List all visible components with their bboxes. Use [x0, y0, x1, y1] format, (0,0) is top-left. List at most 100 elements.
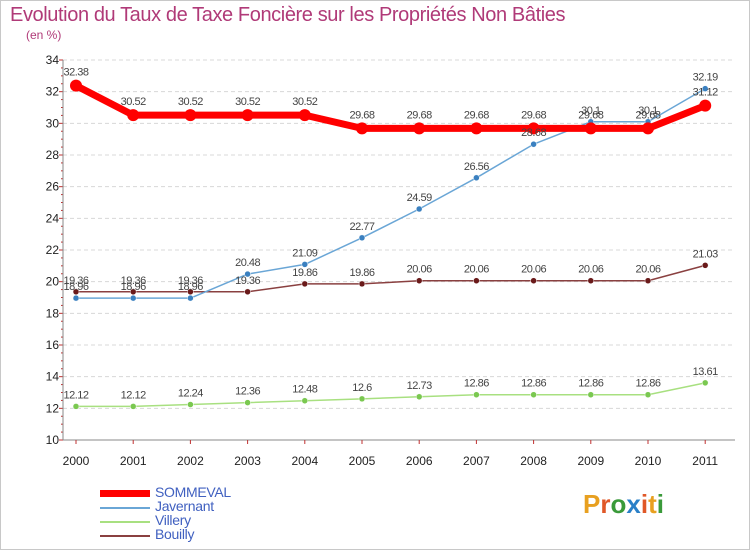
x-tick-label: 2011	[692, 454, 718, 468]
data-label-bouilly: 19.86	[349, 267, 374, 279]
data-label-villery: 12.73	[407, 380, 432, 392]
data-label-bouilly: 19.36	[178, 275, 203, 287]
logo-letter: x	[626, 489, 641, 519]
data-point-bouilly	[530, 277, 537, 284]
y-tick-label: 28	[46, 148, 60, 162]
data-label-sommeval: 29.68	[464, 109, 489, 121]
data-point-sommeval	[699, 99, 712, 112]
data-label-javernant: 20.48	[235, 257, 260, 269]
data-label-bouilly: 19.36	[63, 275, 88, 287]
data-point-sommeval	[241, 109, 254, 122]
proxiti-logo: Proxiti	[583, 489, 664, 520]
y-tick-label: 12	[46, 401, 60, 415]
data-point-villery	[187, 401, 194, 408]
data-point-sommeval	[127, 109, 140, 122]
data-label-villery: 12.24	[178, 388, 203, 400]
axes: 10 12 14 16 18 20 22 24 26 28 30 32 34 2000 2001 2002 20…	[46, 53, 735, 468]
data-label-villery: 12.86	[635, 378, 660, 390]
data-point-javernant	[187, 294, 194, 302]
logo-letter: i	[640, 489, 649, 519]
x-tick-label: 2000	[63, 454, 90, 468]
data-label-bouilly: 19.86	[292, 267, 317, 279]
data-point-villery	[72, 403, 80, 410]
data-label-sommeval: 29.68	[578, 109, 603, 121]
data-point-bouilly	[244, 288, 251, 296]
data-point-villery	[644, 391, 652, 398]
data-label-villery: 12.36	[235, 386, 260, 398]
x-tick-label: 2009	[577, 454, 604, 468]
data-label-villery: 12.6	[352, 382, 372, 394]
data-label-villery: 12.86	[521, 378, 546, 390]
data-point-villery	[701, 379, 709, 387]
y-tick-label: 14	[46, 370, 60, 384]
data-point-sommeval	[642, 122, 654, 135]
data-point-bouilly	[358, 280, 366, 288]
data-label-javernant: 24.59	[407, 192, 432, 204]
series-line-villery	[75, 382, 706, 408]
data-point-sommeval	[470, 122, 483, 135]
legend-swatch	[100, 521, 150, 523]
logo-letter: t	[648, 489, 657, 519]
data-point-sommeval	[184, 109, 197, 122]
data-label-bouilly: 20.06	[521, 264, 546, 276]
grid-lines	[63, 59, 735, 409]
data-point-villery	[129, 403, 137, 410]
series-layer	[70, 79, 712, 410]
data-label-sommeval: 31.12	[693, 87, 718, 99]
data-point-bouilly	[301, 280, 309, 288]
data-label-javernant: 26.56	[464, 161, 489, 173]
data-label-javernant: 30.1	[638, 105, 658, 117]
data-point-sommeval	[527, 122, 540, 135]
x-tick-label: 2003	[234, 454, 261, 468]
data-point-bouilly	[129, 288, 137, 296]
chart-title: Evolution du Taux de Taxe Foncière sur l…	[10, 4, 566, 26]
data-point-bouilly	[72, 288, 80, 296]
data-label-bouilly: 20.06	[464, 264, 489, 276]
data-point-javernant	[129, 294, 137, 302]
data-point-bouilly	[587, 277, 595, 284]
legend-swatch	[100, 490, 150, 497]
data-label-villery: 12.12	[63, 389, 88, 401]
data-point-sommeval	[356, 122, 368, 135]
data-point-javernant	[358, 234, 366, 242]
data-label-bouilly: 19.36	[235, 275, 260, 287]
data-label-javernant: 28.68	[521, 127, 546, 139]
x-tick-label: 2002	[177, 454, 204, 468]
data-point-javernant	[415, 205, 423, 213]
data-label-sommeval: 32.38	[63, 67, 88, 79]
data-point-javernant	[244, 270, 251, 278]
data-point-bouilly	[644, 277, 652, 284]
legend-swatch	[100, 507, 150, 509]
data-label-bouilly: 21.03	[693, 248, 718, 260]
data-label-sommeval: 29.68	[521, 109, 546, 121]
y-tick-label: 30	[46, 116, 60, 130]
data-label-bouilly: 19.36	[121, 275, 146, 287]
data-label-javernant: 18.96	[121, 281, 146, 293]
y-tick-label: 34	[46, 53, 60, 67]
data-labels: 32.38 30.52 30.52 30.52 30.52 29.68 29.68 29.68…	[63, 67, 718, 402]
data-label-villery: 12.48	[292, 384, 317, 396]
data-point-sommeval	[413, 122, 426, 135]
data-point-villery	[301, 397, 309, 404]
data-point-villery	[587, 391, 595, 398]
legend-label: SOMMEVAL	[155, 484, 231, 500]
data-point-bouilly	[473, 277, 480, 284]
data-point-bouilly	[187, 288, 194, 296]
y-tick-label: 22	[46, 243, 60, 257]
data-point-sommeval	[584, 122, 597, 135]
data-label-sommeval: 30.52	[235, 96, 260, 108]
data-point-villery	[244, 399, 251, 406]
data-label-javernant: 18.96	[178, 281, 203, 293]
data-point-bouilly	[701, 262, 709, 269]
data-label-sommeval: 30.52	[121, 96, 146, 108]
series-line-javernant	[75, 87, 706, 299]
data-label-javernant: 32.19	[693, 72, 718, 84]
y-tick-label: 10	[46, 433, 60, 447]
x-tick-label: 2007	[463, 454, 490, 468]
data-label-javernant: 30.1	[581, 105, 601, 117]
chart-subtitle: (en %)	[26, 28, 62, 42]
data-point-sommeval	[70, 79, 82, 92]
y-tick-label: 20	[46, 275, 60, 289]
y-tick-label: 24	[46, 211, 60, 225]
data-label-javernant: 18.96	[63, 281, 88, 293]
